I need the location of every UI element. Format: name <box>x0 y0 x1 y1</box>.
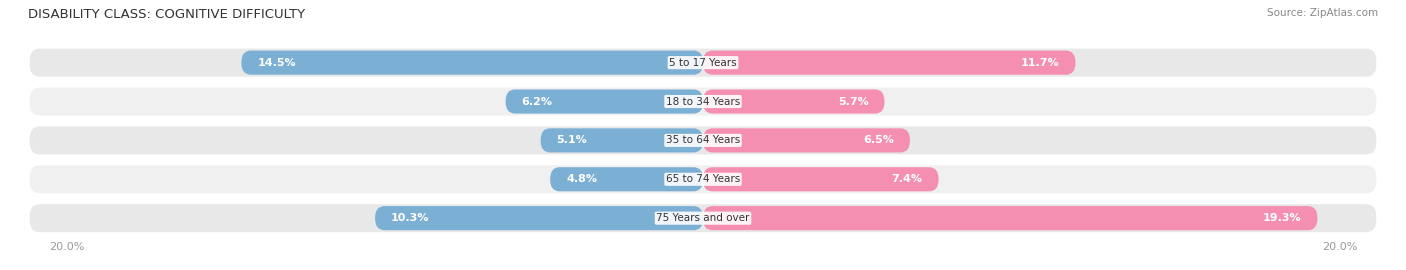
Text: 14.5%: 14.5% <box>257 58 295 68</box>
Text: 11.7%: 11.7% <box>1021 58 1060 68</box>
Text: Source: ZipAtlas.com: Source: ZipAtlas.com <box>1267 8 1378 18</box>
Text: 35 to 64 Years: 35 to 64 Years <box>666 135 740 146</box>
FancyBboxPatch shape <box>30 126 1376 154</box>
FancyBboxPatch shape <box>30 165 1376 193</box>
Text: 5.1%: 5.1% <box>557 135 588 146</box>
Text: 65 to 74 Years: 65 to 74 Years <box>666 174 740 184</box>
FancyBboxPatch shape <box>375 206 703 230</box>
FancyBboxPatch shape <box>30 49 1376 77</box>
Text: 7.4%: 7.4% <box>891 174 922 184</box>
FancyBboxPatch shape <box>30 204 1376 232</box>
FancyBboxPatch shape <box>541 128 703 153</box>
FancyBboxPatch shape <box>242 50 703 75</box>
Text: 6.2%: 6.2% <box>522 96 553 107</box>
Text: 19.3%: 19.3% <box>1263 213 1302 223</box>
FancyBboxPatch shape <box>703 128 910 153</box>
Text: 6.5%: 6.5% <box>863 135 894 146</box>
Text: 4.8%: 4.8% <box>567 174 598 184</box>
Text: 5 to 17 Years: 5 to 17 Years <box>669 58 737 68</box>
Text: DISABILITY CLASS: COGNITIVE DIFFICULTY: DISABILITY CLASS: COGNITIVE DIFFICULTY <box>28 8 305 21</box>
FancyBboxPatch shape <box>703 89 884 114</box>
Text: 75 Years and over: 75 Years and over <box>657 213 749 223</box>
Text: 10.3%: 10.3% <box>391 213 429 223</box>
FancyBboxPatch shape <box>703 167 939 191</box>
FancyBboxPatch shape <box>703 50 1076 75</box>
FancyBboxPatch shape <box>30 87 1376 116</box>
FancyBboxPatch shape <box>703 206 1317 230</box>
FancyBboxPatch shape <box>550 167 703 191</box>
FancyBboxPatch shape <box>506 89 703 114</box>
Text: 18 to 34 Years: 18 to 34 Years <box>666 96 740 107</box>
Text: 5.7%: 5.7% <box>838 96 869 107</box>
